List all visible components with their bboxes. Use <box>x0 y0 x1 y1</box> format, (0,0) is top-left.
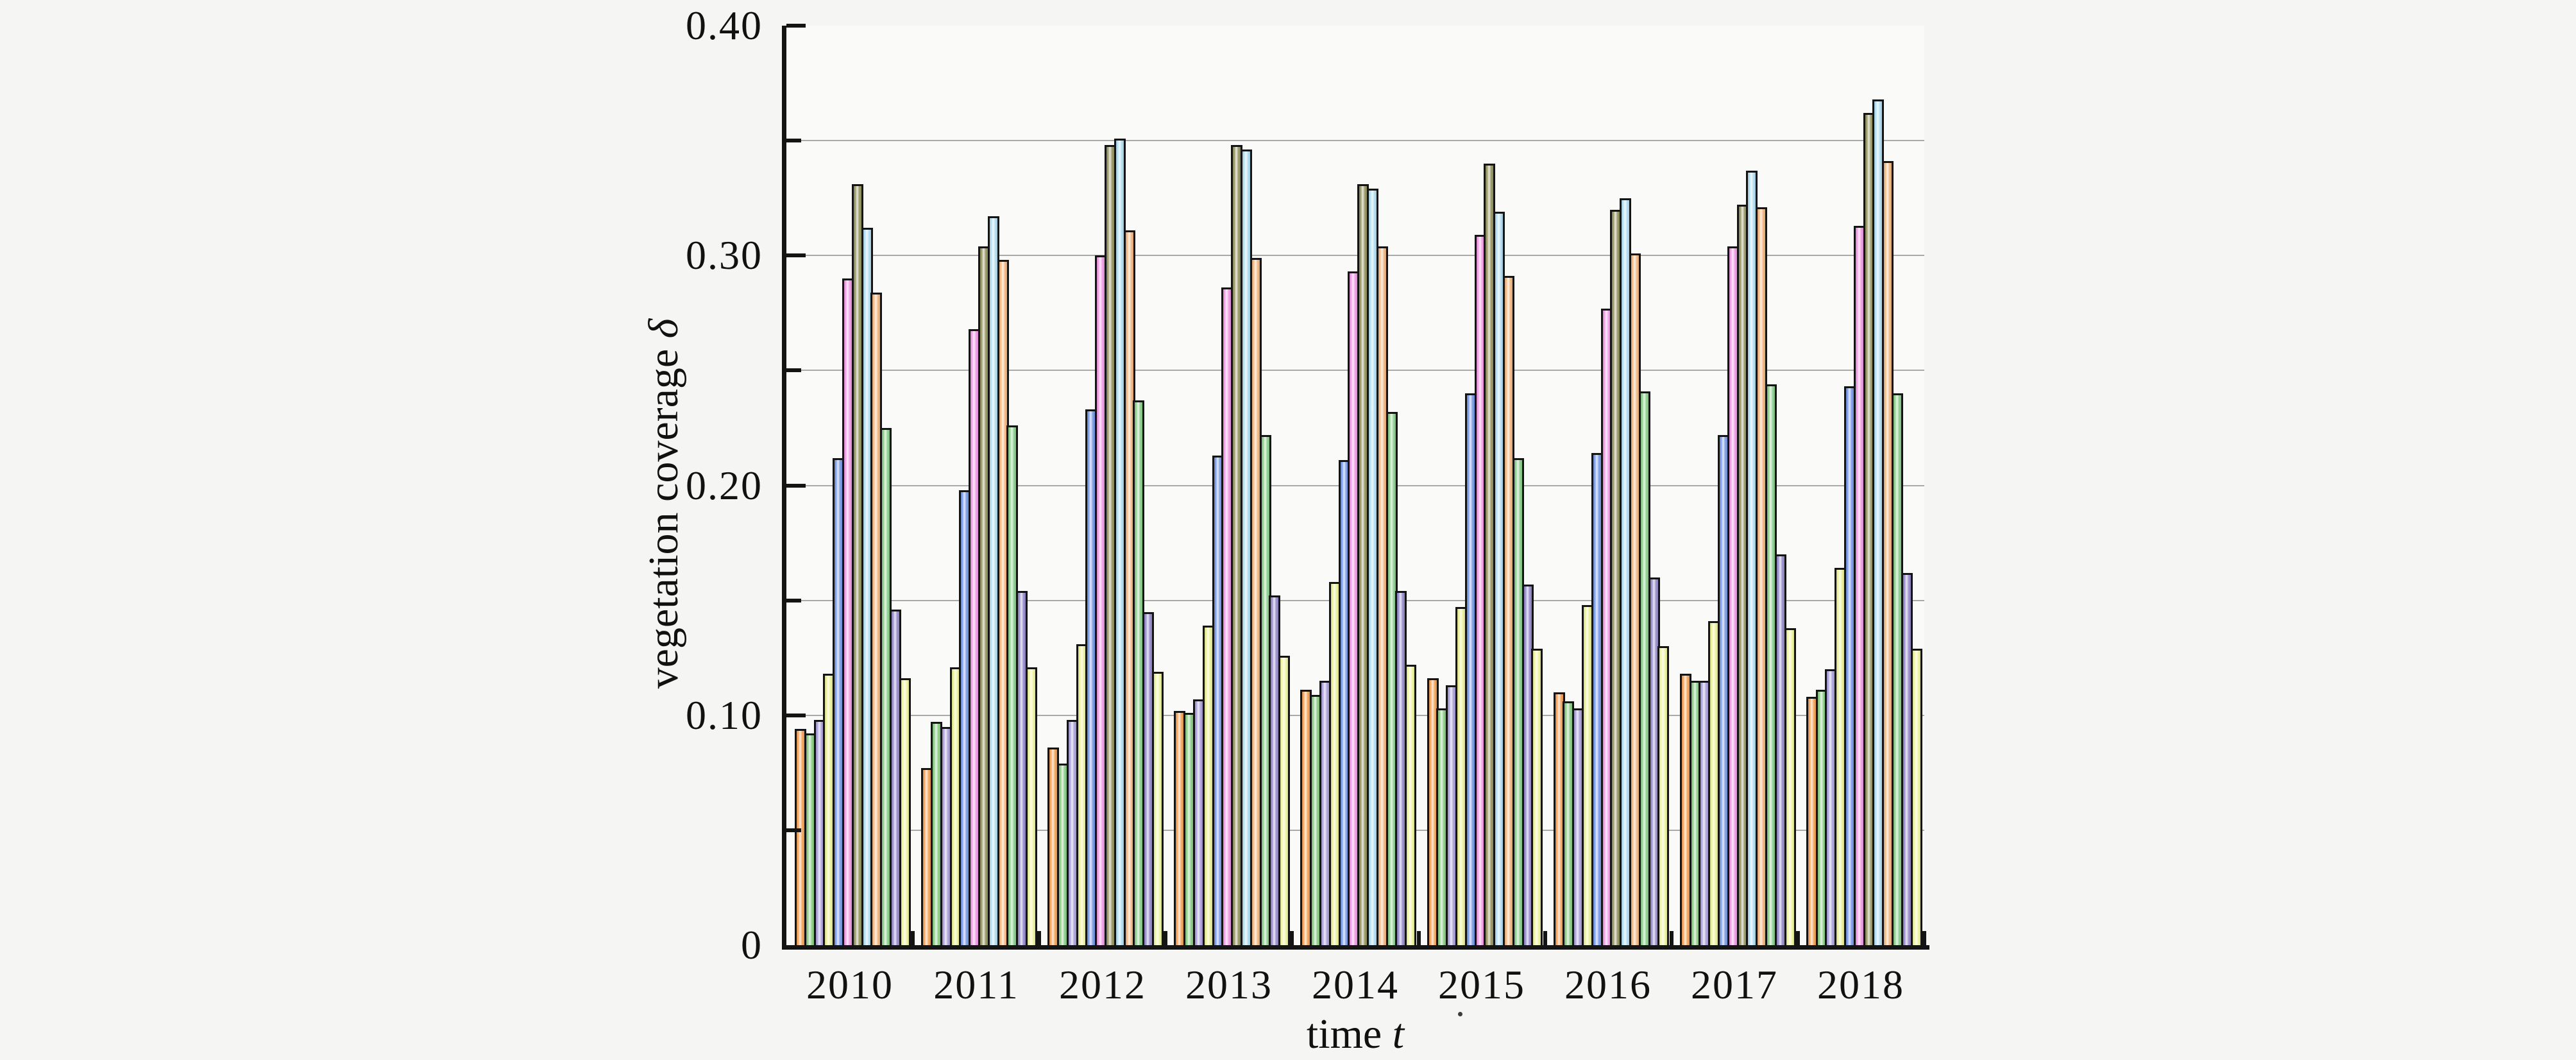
y-minor-tick <box>786 368 801 372</box>
y-major-tick <box>786 253 806 257</box>
x-tick-label-2011: 2011 <box>933 962 1019 1007</box>
bar-2015-m12 <box>1531 649 1543 947</box>
bar-2014-m9 <box>1377 246 1388 947</box>
y-major-tick <box>786 484 806 488</box>
bar-2018-m9 <box>1882 161 1894 947</box>
x-axis-title-symbol: t <box>1392 1011 1405 1057</box>
bar-2017-m12 <box>1784 628 1796 947</box>
y-tick-label: 0.10 <box>686 692 763 738</box>
bar-2016-m4 <box>1582 605 1593 947</box>
x-tick-label-2014: 2014 <box>1312 962 1399 1007</box>
bar-2010-m12 <box>899 678 911 947</box>
x-tick-label-2018: 2018 <box>1817 962 1904 1007</box>
x-axis-line <box>782 945 1929 950</box>
x-tick <box>911 931 915 945</box>
bar-2016-m5 <box>1591 453 1603 947</box>
bar-2013-m12 <box>1278 656 1290 947</box>
x-tick-label-2012: 2012 <box>1059 962 1146 1007</box>
y-minor-tick <box>786 828 801 832</box>
bar-2015-m1 <box>1427 678 1439 947</box>
bar-2017-m4 <box>1708 621 1720 947</box>
x-tick <box>1670 931 1674 945</box>
y-tick-label: 0.20 <box>686 463 763 508</box>
x-tick <box>1543 931 1547 945</box>
bar-2016-m10 <box>1639 391 1650 947</box>
bar-2014-m3 <box>1319 681 1331 947</box>
y-major-tick <box>786 714 806 717</box>
bar-2014-m12 <box>1405 665 1416 947</box>
x-tick-label-2015: 2015 <box>1438 962 1525 1007</box>
stray-mark <box>1458 1012 1462 1016</box>
x-tick <box>1037 931 1041 945</box>
x-tick <box>1417 931 1421 945</box>
bar-2017-m3 <box>1699 681 1710 947</box>
x-tick <box>1164 931 1167 945</box>
bar-2010-m11 <box>890 610 901 947</box>
y-tick-label: 0.40 <box>686 3 763 48</box>
x-tick-label-2016: 2016 <box>1564 962 1652 1007</box>
bar-2010-m3 <box>814 720 826 947</box>
y-minor-tick <box>786 599 801 603</box>
x-tick-label-2017: 2017 <box>1691 962 1778 1007</box>
bar-2016-m9 <box>1629 253 1641 947</box>
bar-2016-m12 <box>1657 646 1669 947</box>
y-axis-title-symbol: δ <box>640 318 687 339</box>
gridline <box>786 140 1924 141</box>
x-axis-title: time t <box>1307 1012 1404 1057</box>
bar-2013-m6 <box>1221 287 1233 947</box>
gridline <box>786 255 1924 256</box>
bar-2015-m2 <box>1436 708 1448 947</box>
y-axis-title-text: vegetation coverage <box>640 348 687 689</box>
bar-2014-m1 <box>1300 690 1312 947</box>
bar-2012-m4 <box>1076 644 1088 947</box>
bar-2011-m6 <box>969 329 980 947</box>
bar-2011-m12 <box>1026 667 1037 947</box>
y-tick-label: 0 <box>741 922 763 968</box>
bar-2010-m8 <box>861 228 873 947</box>
bar-2018-m5 <box>1844 386 1856 947</box>
x-axis-title-text: time <box>1306 1011 1382 1057</box>
bar-2017-m6 <box>1727 246 1739 947</box>
y-axis-title: vegetation coverage δ <box>640 318 687 689</box>
bar-2017-m2 <box>1690 681 1701 947</box>
y-tick-label: 0.30 <box>686 232 763 278</box>
y-major-tick <box>786 24 806 28</box>
bar-2017-m10 <box>1765 384 1777 947</box>
y-axis-line <box>782 26 786 950</box>
bar-2014-m4 <box>1329 582 1341 947</box>
x-tick <box>1290 931 1294 945</box>
bar-2014-m10 <box>1386 412 1398 947</box>
x-tick <box>1796 931 1800 945</box>
x-tick <box>1922 931 1926 945</box>
x-tick-label-2013: 2013 <box>1185 962 1273 1007</box>
bar-2012-m12 <box>1152 672 1164 947</box>
bar-2018-m12 <box>1911 649 1922 947</box>
bar-2010-m5 <box>833 458 844 947</box>
y-minor-tick <box>786 139 801 142</box>
x-tick-label-2010: 2010 <box>806 962 894 1007</box>
bar-2012-m6 <box>1095 255 1106 947</box>
